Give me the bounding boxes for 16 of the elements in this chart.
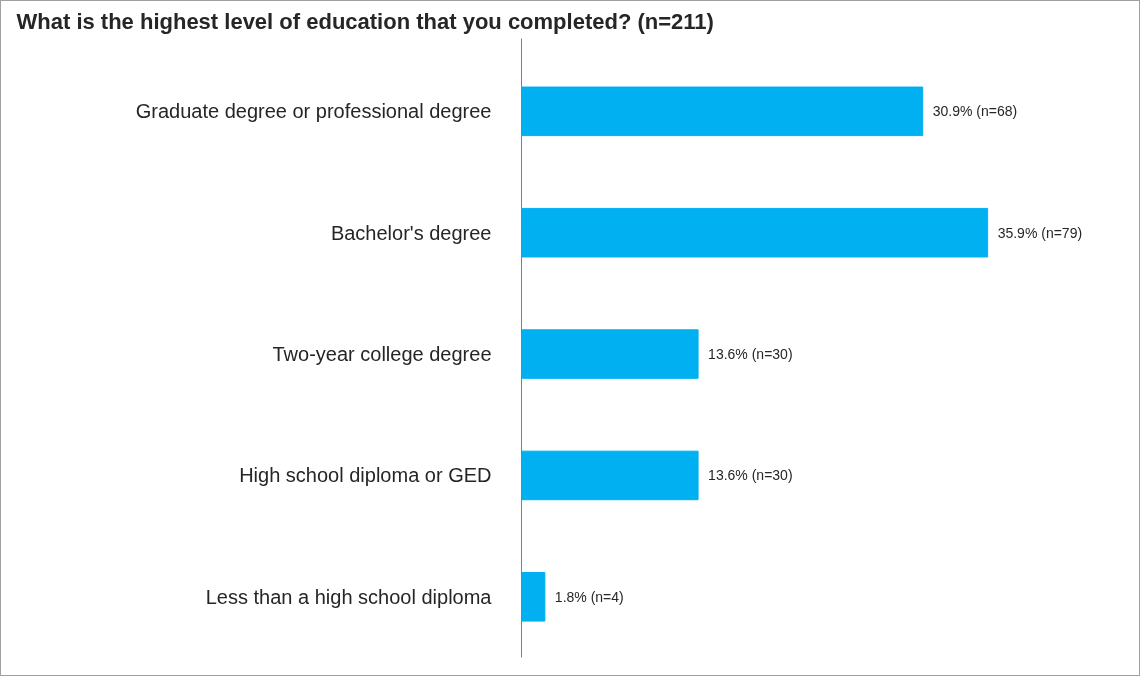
data-label: 35.9% (n=79)	[997, 224, 1083, 241]
bar	[521, 86, 924, 137]
bar	[521, 450, 699, 501]
bar	[521, 329, 699, 379]
y-tick-label: Less than a high school diploma	[205, 585, 493, 608]
data-label: 13.6% (n=30)	[708, 467, 793, 484]
chart-title: What is the highest level of education that you completed? (n=211)	[16, 8, 714, 34]
data-label: 1.8% (n=4)	[554, 588, 624, 605]
bar	[521, 207, 989, 258]
data-label: 30.9% (n=68)	[932, 103, 1018, 120]
y-tick-label: Graduate degree or professional degree	[135, 100, 492, 123]
bar	[521, 572, 546, 622]
y-tick-label: High school diploma or GED	[239, 464, 492, 487]
y-tick-label: Two-year college degree	[272, 343, 492, 366]
data-label: 13.6% (n=30)	[708, 346, 793, 363]
y-tick-label: Bachelor's degree	[330, 221, 492, 244]
